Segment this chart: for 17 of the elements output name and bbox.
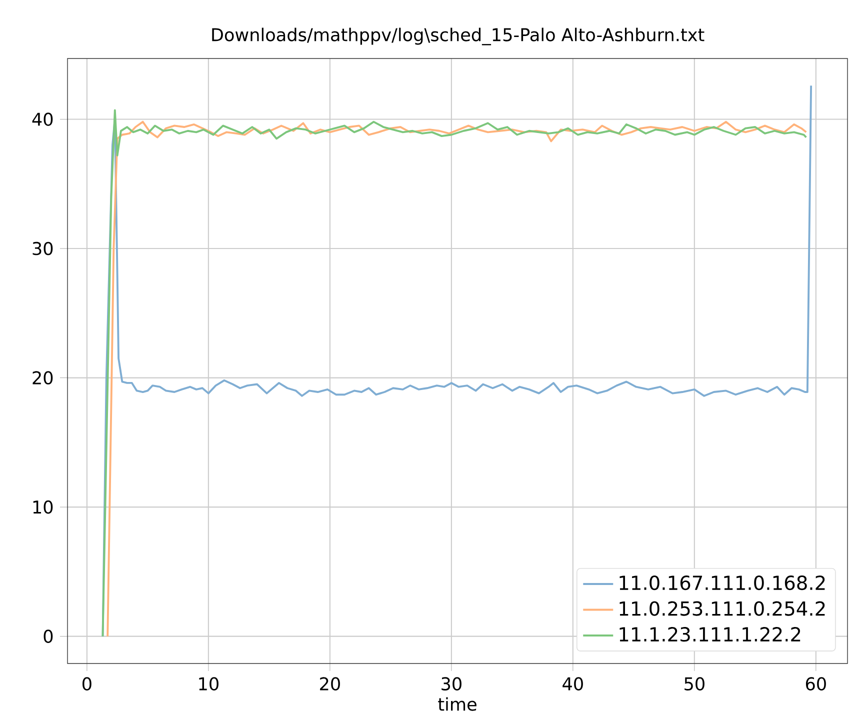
legend-label: 11.0.167.111.0.168.2 [620,576,825,590]
x-tick-label: 60 [806,677,826,690]
x-axis-title: time [438,697,476,711]
y-tick-label: 10 [33,500,53,514]
chart-title: Downloads/mathppv/log\sched_15-Palo Alto-Ashburn.txt [212,28,704,46]
y-tick-label: 40 [32,112,53,126]
y-tick-label: 0 [44,630,53,643]
x-tick-label: 40 [562,677,583,690]
legend-label: 11.1.23.111.1.22.2 [620,627,800,642]
y-tick-label: 20 [32,371,53,384]
x-tick-label: 0 [82,677,92,690]
x-tick-label: 10 [199,677,218,690]
y-tick-label: 30 [32,242,53,256]
legend-label: 11.0.253.111.0.254.2 [620,601,825,616]
x-tick-label: 50 [684,677,704,690]
x-tick-label: 20 [320,677,340,690]
x-tick-label: 30 [442,677,462,690]
